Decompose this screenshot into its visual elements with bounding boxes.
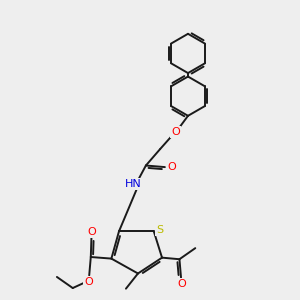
Text: HN: HN: [125, 179, 142, 189]
Text: O: O: [167, 162, 176, 172]
Text: S: S: [157, 225, 164, 235]
Text: O: O: [172, 127, 180, 136]
Text: O: O: [84, 277, 93, 287]
Text: O: O: [177, 279, 186, 289]
Text: O: O: [87, 227, 96, 237]
